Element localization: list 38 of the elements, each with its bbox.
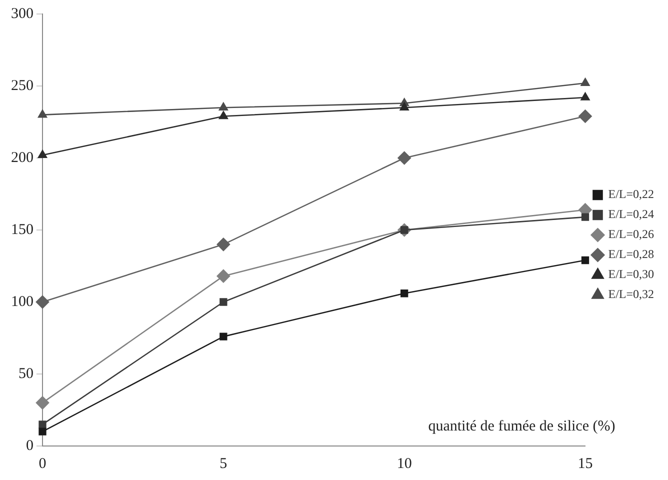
x-tick-label: 15 [578,456,593,472]
point [38,428,46,436]
y-tick-label: 150 [11,222,34,238]
point [38,110,48,118]
x-tick-label: 5 [220,456,228,472]
point [38,150,48,158]
y-tick-label: 100 [11,294,34,310]
point [581,256,590,264]
point [400,102,409,110]
x-tick-label: 10 [396,456,412,472]
y-tick-label: 0 [26,438,34,454]
legend-label: E/L=0,24 [608,207,654,222]
point [218,102,228,110]
y-tick-label: 250 [11,78,34,94]
x-tick-label: 0 [38,456,46,472]
point [218,111,228,120]
point [36,396,50,410]
x-axis-title: quantité de fumée de silice (%) [428,418,616,434]
y-tick-label: 50 [18,366,34,382]
point [216,269,230,283]
point [398,151,411,165]
point [581,213,590,221]
point [216,238,230,252]
legend-label: E/L=0,26 [608,227,654,242]
y-tick-label: 300 [11,6,34,22]
legend-label: E/L=0,28 [608,247,654,262]
y-tick-label: 200 [11,150,34,166]
point [580,78,590,86]
point [220,298,228,306]
point [38,420,46,428]
point [400,290,408,298]
legend-label: E/L=0,30 [608,267,654,282]
point [36,295,50,309]
point [578,110,592,123]
legend-label: E/L=0,32 [608,287,654,302]
point [220,332,228,340]
point [580,92,590,100]
legend-label: E/L=0,22 [608,187,654,202]
